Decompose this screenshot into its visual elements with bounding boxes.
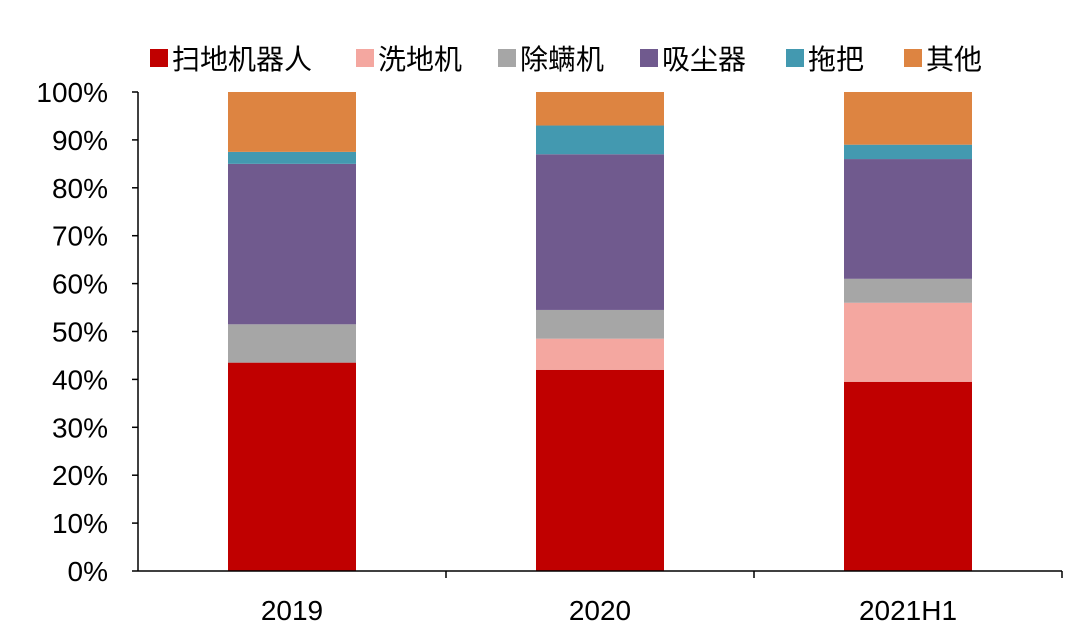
legend-item: 其他 xyxy=(904,44,982,75)
legend-item: 吸尘器 xyxy=(640,44,746,75)
y-tick-label: 90% xyxy=(52,125,108,156)
axes-group: 2019 2020 2021H1 0% 10% 20% 30% 40% 50% 60% 70% 80%… xyxy=(36,77,1063,626)
y-tick-label: 100% xyxy=(36,77,108,108)
bar-segment-0-2 xyxy=(844,381,972,571)
x-tick-label: 2021H1 xyxy=(859,595,957,626)
x-tick-label: 2019 xyxy=(261,595,323,626)
y-tick-label: 10% xyxy=(52,508,108,539)
bar-segment-3-2 xyxy=(844,159,972,279)
bar-segment-4-2 xyxy=(844,144,972,160)
legend-item: 洗地机 xyxy=(356,44,462,75)
legend-swatch xyxy=(786,49,804,67)
bar-segment-2-2 xyxy=(844,278,972,303)
legend-label: 其他 xyxy=(926,44,982,75)
y-tick-label: 0% xyxy=(68,556,108,587)
legend-swatch xyxy=(640,49,658,67)
legend-swatch xyxy=(904,49,922,67)
bar-segment-0-1 xyxy=(536,369,664,571)
y-tick-label: 50% xyxy=(52,317,108,348)
bar-segment-1-1 xyxy=(536,338,664,370)
legend-item: 除螨机 xyxy=(498,44,604,75)
bar-segment-5-2 xyxy=(844,92,972,145)
bar-segment-2-1 xyxy=(536,309,664,339)
bar-segment-3-0 xyxy=(228,163,356,325)
y-tick-label: 60% xyxy=(52,269,108,300)
bar-segment-1-2 xyxy=(844,302,972,382)
y-tick-label: 70% xyxy=(52,221,108,252)
bar-segment-5-1 xyxy=(536,92,664,126)
legend-item: 扫地机器人 xyxy=(150,44,312,75)
x-tick-label: 2020 xyxy=(569,595,631,626)
legend-label: 扫地机器人 xyxy=(172,44,312,75)
legend-label: 除螨机 xyxy=(520,44,604,75)
bar-segment-3-1 xyxy=(536,154,664,310)
legend-swatch xyxy=(356,49,374,67)
y-tick-label: 80% xyxy=(52,173,108,204)
bar-segment-4-0 xyxy=(228,151,356,164)
bars-group xyxy=(228,92,972,571)
y-tick-label: 30% xyxy=(52,412,108,443)
legend-label: 吸尘器 xyxy=(662,44,746,75)
legend-item: 拖把 xyxy=(786,44,864,75)
bar-segment-4-1 xyxy=(536,125,664,155)
legend-swatch xyxy=(150,49,168,67)
bar-segment-5-0 xyxy=(228,92,356,152)
legend: 扫地机器人 洗地机 除螨机 吸尘器 拖把 其他 xyxy=(150,44,982,75)
legend-label: 拖把 xyxy=(808,44,864,75)
bar-segment-2-0 xyxy=(228,324,356,363)
y-tick-label: 40% xyxy=(52,364,108,395)
legend-swatch xyxy=(498,49,516,67)
bar-segment-0-0 xyxy=(228,362,356,571)
legend-label: 洗地机 xyxy=(378,44,462,75)
y-tick-label: 20% xyxy=(52,460,108,491)
